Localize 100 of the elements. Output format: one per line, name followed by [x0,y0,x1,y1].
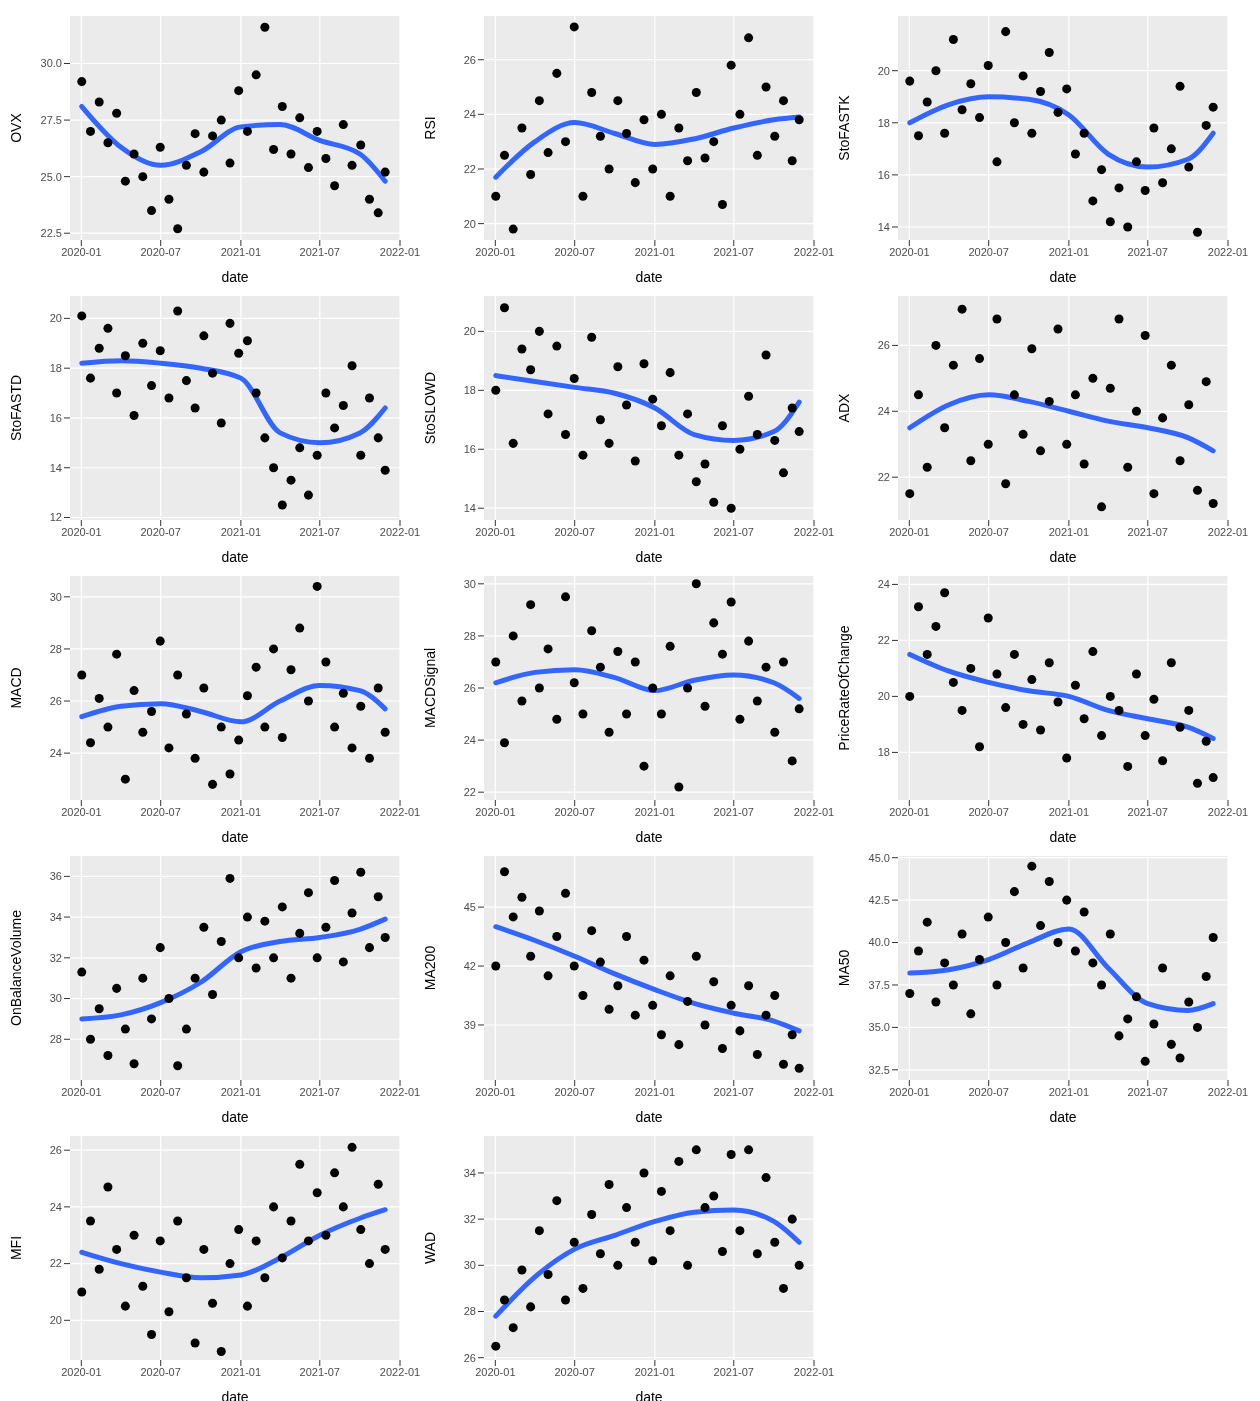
point [1018,719,1028,729]
point [120,1024,130,1034]
y-tick-label: 39 [463,1018,476,1031]
point [190,973,200,983]
point [380,465,390,475]
point [260,916,270,926]
point [1184,705,1194,715]
point [225,769,235,779]
point [700,1020,710,1030]
point [138,338,148,348]
y-tick-label: 14 [49,461,62,474]
point [1009,118,1019,128]
y-axis-title: MA50 [835,949,852,987]
point [726,597,736,607]
point [709,618,719,628]
point [338,120,348,130]
point [717,649,727,659]
point [948,677,958,687]
point [1131,157,1141,167]
point [948,360,958,370]
x-tick-label: 2021-07 [713,245,754,258]
y-tick-label: 45 [463,900,476,913]
point [931,66,941,76]
x-tick-label: 2021-01 [634,245,676,258]
point [190,1338,200,1348]
point [778,96,788,106]
point [1044,876,1054,886]
y-tick-label: 16 [877,168,890,181]
point [321,154,331,164]
point [347,160,357,170]
point [147,206,157,216]
point [181,1273,191,1283]
point [1079,128,1089,138]
point [665,1226,675,1236]
point [1184,400,1194,410]
point [552,1196,562,1206]
point [992,157,1002,167]
point [534,683,544,693]
point [630,1237,640,1247]
x-tick-label: 2022-01 [793,805,835,818]
y-tick-label: 26 [463,1351,476,1364]
point [1208,499,1218,509]
point [155,346,165,356]
point [1184,997,1194,1007]
y-tick-label: 26 [463,681,476,694]
point [752,696,762,706]
point [700,1203,710,1213]
point [312,953,322,963]
x-tick-label: 2021-07 [1127,245,1168,258]
y-tick-label: 18 [877,746,890,759]
point [543,148,553,158]
point [1105,217,1115,227]
point [173,1061,183,1071]
x-tick-label: 2021-01 [1048,245,1090,258]
point [587,87,597,97]
point [735,1226,745,1236]
point [234,735,244,745]
point [561,1295,571,1305]
point [922,917,932,927]
point [208,779,218,789]
y-tick-label: 20 [49,1314,62,1327]
y-tick-label: 26 [877,339,890,352]
point [1123,222,1133,232]
y-tick-label: 14 [877,220,890,233]
point [674,1156,684,1166]
point [1027,128,1037,138]
point [286,1216,296,1226]
point [260,433,270,443]
point [931,340,941,350]
point [94,343,104,353]
point [330,423,340,433]
y-tick-label: 25.0 [40,170,62,183]
point [338,1202,348,1212]
point [190,403,200,413]
x-tick-label: 2022-01 [379,1085,421,1098]
point [112,649,122,659]
x-tick-label: 2021-01 [1048,1085,1090,1098]
point [242,336,252,346]
point [1053,107,1063,117]
point [164,1307,174,1317]
point [330,1168,340,1178]
point [364,943,374,953]
point [761,1010,771,1020]
point [1079,459,1089,469]
point [164,393,174,403]
point [138,172,148,182]
point [752,430,762,440]
y-axis-title: MA200 [421,945,438,991]
point [491,191,501,201]
point [534,96,544,106]
point [735,109,745,119]
point [356,701,366,711]
point [120,1301,130,1311]
point [129,149,139,159]
point [1201,971,1211,981]
y-tick-label: 26 [49,1144,62,1157]
x-tick-label: 2020-07 [968,1085,1009,1098]
point [321,657,331,667]
point [1201,736,1211,746]
point [380,932,390,942]
